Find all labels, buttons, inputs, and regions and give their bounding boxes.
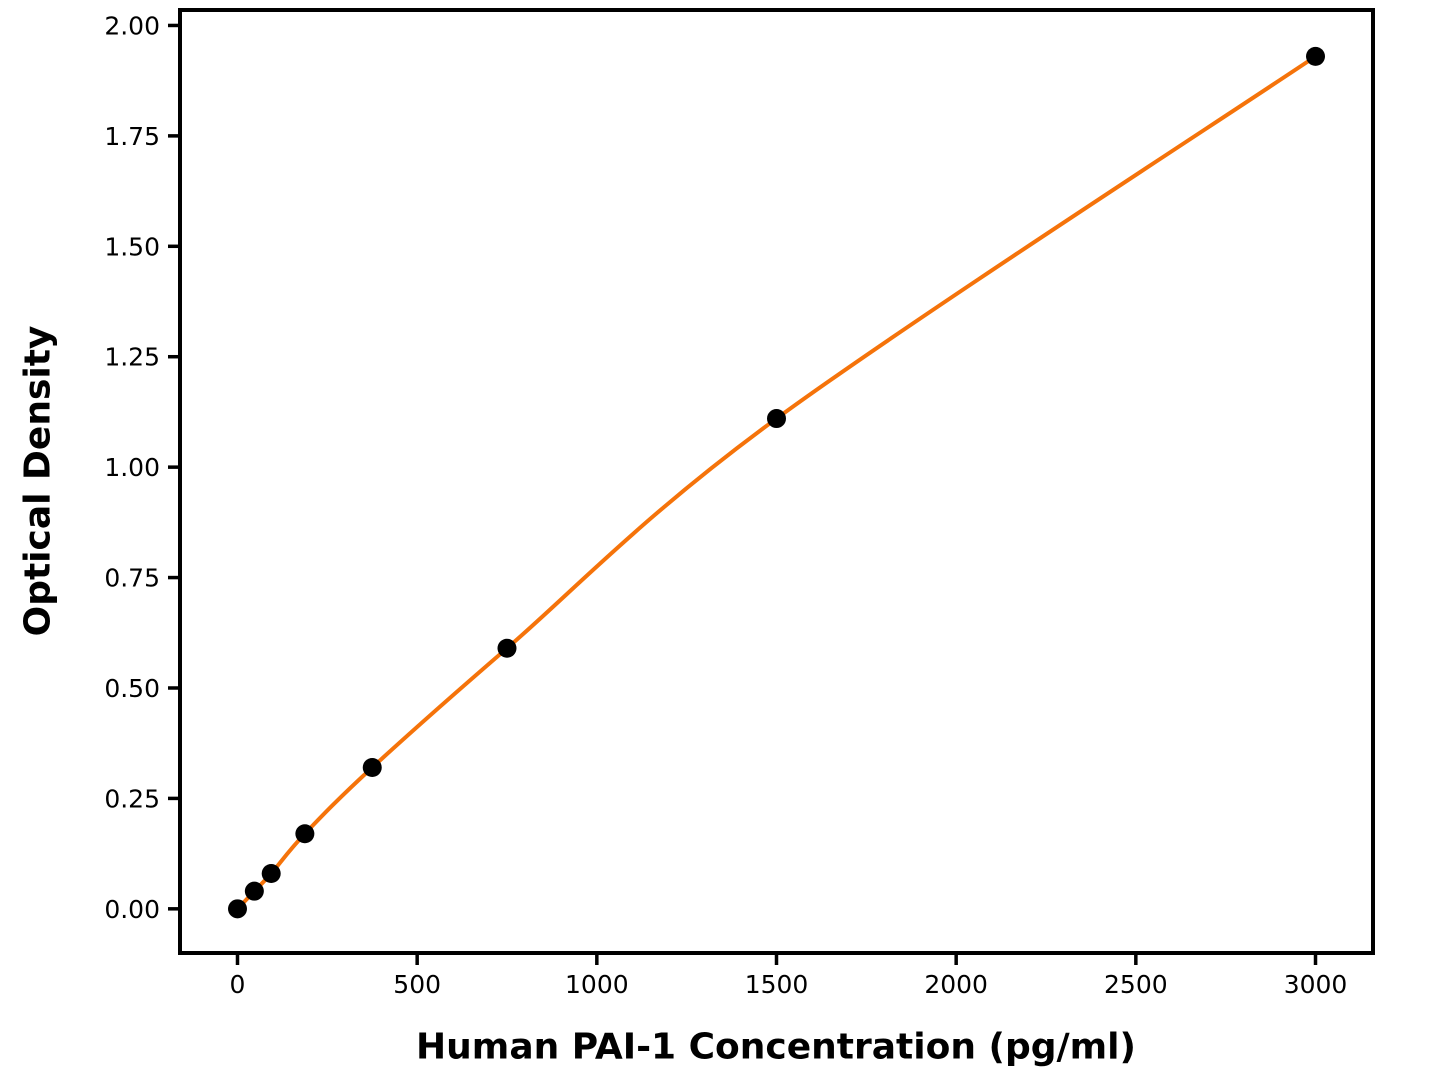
y-tick-label: 2.00 [104, 11, 160, 40]
y-tick-label: 1.25 [104, 343, 160, 372]
x-tick-label: 500 [393, 970, 441, 999]
data-point-marker [227, 899, 247, 919]
y-tick-label: 0.00 [104, 895, 160, 924]
data-point-marker [497, 638, 517, 658]
data-point-marker [261, 863, 281, 883]
data-point-marker [1306, 46, 1326, 66]
y-axis-label: Optical Density [17, 325, 59, 637]
x-tick-label: 1500 [745, 970, 809, 999]
data-point-marker [362, 757, 382, 777]
y-tick-label: 0.50 [104, 674, 160, 703]
y-tick-label: 1.00 [104, 453, 160, 482]
x-tick-label: 3000 [1284, 970, 1348, 999]
plot-background [180, 10, 1373, 953]
data-point-marker [295, 824, 315, 844]
data-point-marker [244, 881, 264, 901]
x-tick-label: 2500 [1104, 970, 1168, 999]
x-axis-label: Human PAI-1 Concentration (pg/ml) [416, 1026, 1136, 1068]
y-tick-label: 1.75 [104, 122, 160, 151]
y-tick-label: 0.25 [104, 784, 160, 813]
y-tick-label: 1.50 [104, 232, 160, 261]
plot-border [178, 8, 1375, 955]
x-tick-label: 0 [230, 970, 246, 999]
y-tick-label: 0.75 [104, 564, 160, 593]
x-tick-label: 1000 [565, 970, 629, 999]
data-point-marker [767, 409, 786, 429]
x-tick-label: 2000 [924, 970, 988, 999]
